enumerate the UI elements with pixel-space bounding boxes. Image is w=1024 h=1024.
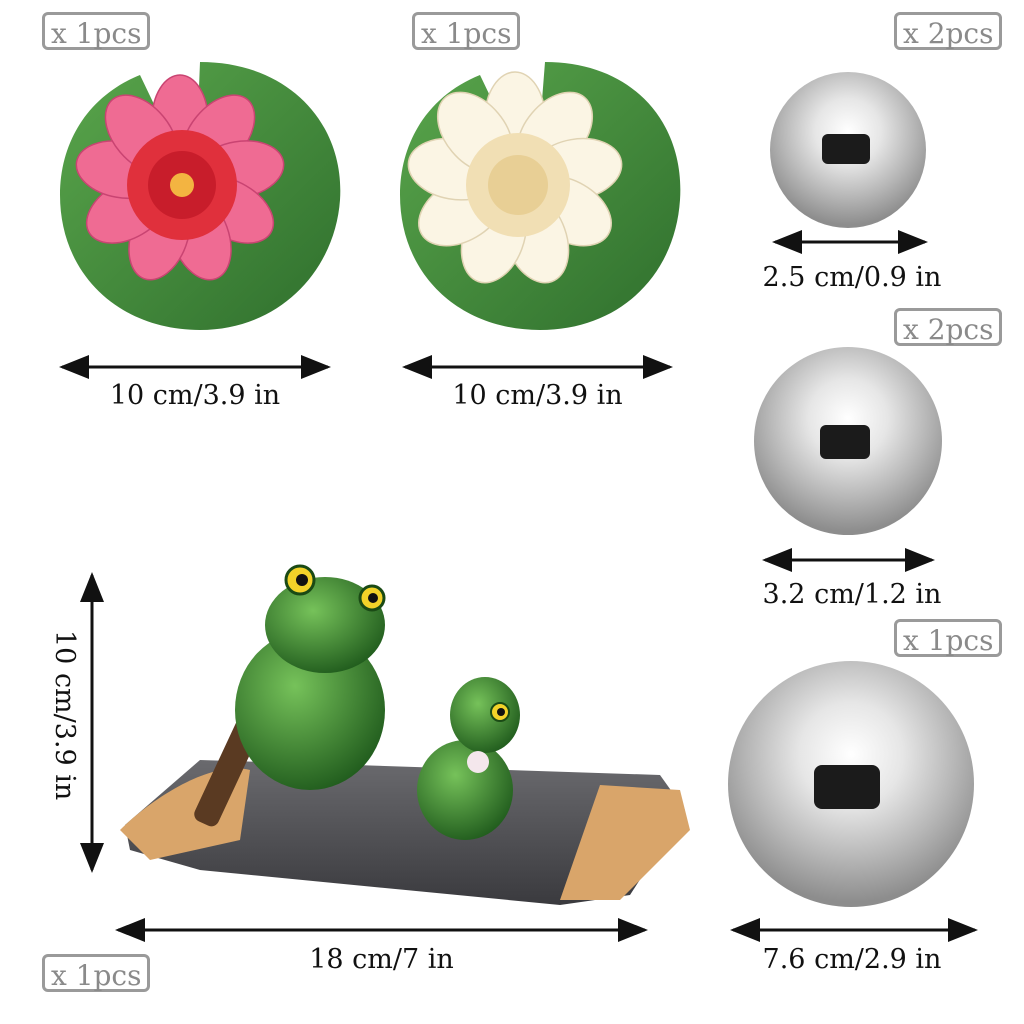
large-steel-ball [728, 661, 974, 907]
dimension-label-pink-lily: 10 cm/3.9 in [109, 380, 281, 411]
white-water-lily [400, 62, 681, 330]
dimension-label-raft-width: 18 cm/7 in [309, 944, 454, 975]
qty-badge-large-ball: x 1pcs [894, 619, 1003, 657]
dimension-label-large-ball: 7.6 cm/2.9 in [762, 944, 942, 975]
qty-badge-frog-raft: x 1pcs [42, 954, 151, 992]
frog-raft-figurine [120, 564, 690, 905]
small-steel-ball [770, 72, 926, 228]
qty-badge-pink-lily: x 1pcs [42, 12, 151, 50]
dimension-label-small-ball: 2.5 cm/0.9 in [762, 262, 942, 293]
pink-water-lily [60, 62, 341, 330]
dimension-label-white-lily: 10 cm/3.9 in [452, 380, 623, 411]
qty-badge-small-ball: x 2pcs [894, 12, 1003, 50]
dimension-label-medium-ball: 3.2 cm/1.2 in [762, 579, 942, 610]
qty-badge-medium-ball: x 2pcs [894, 308, 1003, 346]
dimension-label-raft-height: 10 cm/3.9 in [49, 630, 80, 801]
qty-badge-white-lily: x 1pcs [412, 12, 521, 50]
medium-steel-ball [754, 347, 942, 535]
